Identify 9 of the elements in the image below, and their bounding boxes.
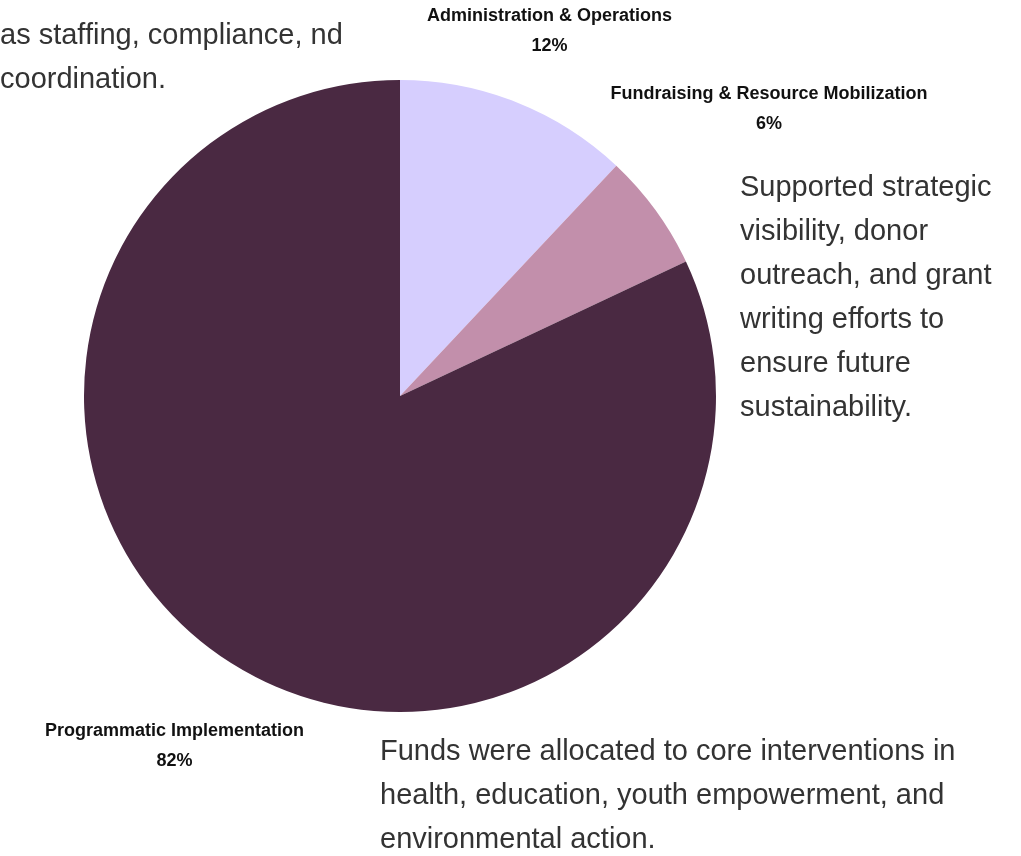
data-label: 12% bbox=[531, 34, 568, 55]
slice-label: Fundraising & Resource Mobilization bbox=[610, 82, 928, 103]
slice-label: Administration & Operations bbox=[427, 4, 673, 25]
text: Funds were allocated to core interventions in health, education, youth empowerment, and environmental action. bbox=[380, 733, 957, 856]
text: as staffing, compliance, nd coordination. bbox=[0, 17, 344, 96]
text: Supported strategic visibility, donor outreach, and grant writing efforts to ensure future sustainability. bbox=[740, 169, 993, 424]
slice-label: Programmatic Implementation bbox=[44, 719, 305, 740]
data-label: 6% bbox=[756, 112, 783, 133]
data-label: 82% bbox=[156, 749, 193, 770]
